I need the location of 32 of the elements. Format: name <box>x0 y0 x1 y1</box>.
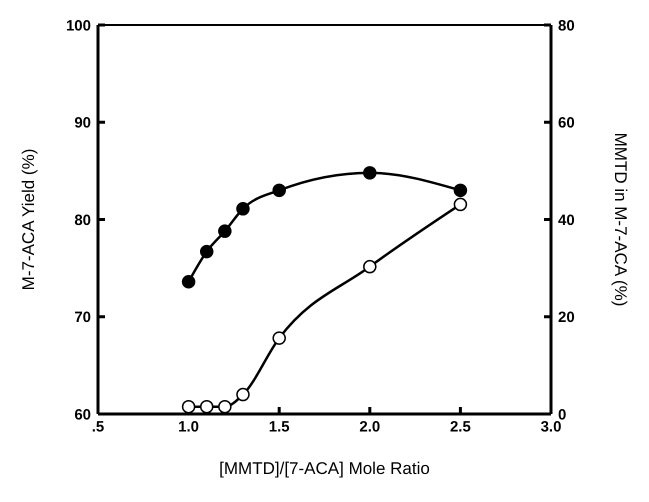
point <box>363 260 377 274</box>
point <box>454 184 468 198</box>
x-tick-label: .5 <box>92 418 104 436</box>
x-tick-label: 2.5 <box>450 418 471 436</box>
point <box>363 166 377 180</box>
point <box>454 198 468 212</box>
point <box>182 400 196 414</box>
point <box>200 244 214 258</box>
point <box>272 184 286 198</box>
point <box>218 400 232 414</box>
point <box>236 202 250 216</box>
x-tick-label: 2.0 <box>359 418 380 436</box>
y2-tick-label: 40 <box>558 212 575 229</box>
y-tick-label: 60 <box>74 406 91 424</box>
x-axis-title: [MMTD]/[7-ACA] Mole Ratio <box>219 459 430 478</box>
y-tick-label: 80 <box>74 212 91 229</box>
point <box>182 274 196 288</box>
y2-tick-label: 60 <box>558 114 575 132</box>
x-tick-label: 1.5 <box>268 418 290 436</box>
y-tick-label: 70 <box>74 309 91 326</box>
y-tick-label: 100 <box>66 17 91 34</box>
y-axis-title: M-7-ACA Yield (%) <box>19 148 38 290</box>
x-tick-label: 3.0 <box>540 418 562 436</box>
point <box>272 331 286 345</box>
y-tick-label: 90 <box>74 114 91 132</box>
y2-axis-title: MMTD in M-7-ACA (%) <box>610 132 630 306</box>
y2-tick-label: 80 <box>558 17 575 34</box>
y2-tick-label: 20 <box>558 309 575 326</box>
point <box>200 400 214 414</box>
point <box>236 388 250 402</box>
x-tick-label: 1.0 <box>178 418 200 436</box>
point <box>218 224 232 238</box>
